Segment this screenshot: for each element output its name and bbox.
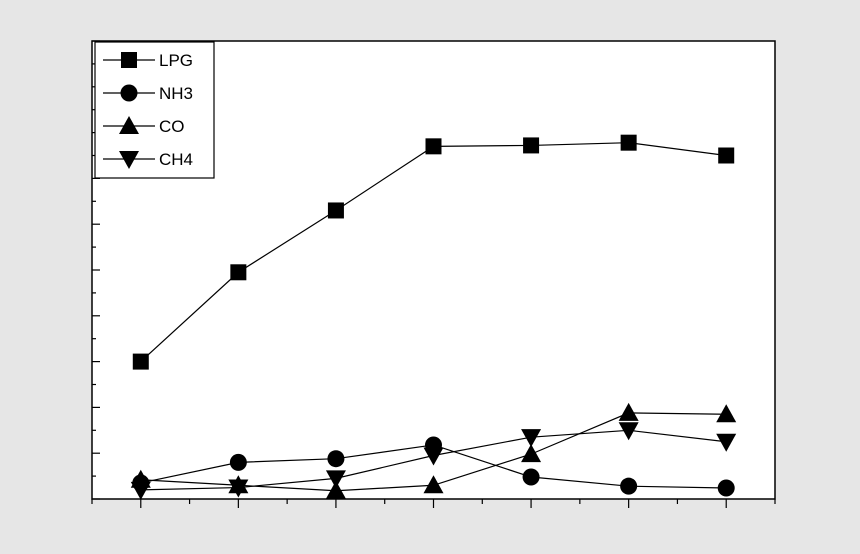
data-point: [423, 447, 444, 466]
data-point: [325, 480, 346, 499]
legend-item-nh3: NH3: [103, 84, 193, 103]
legend-label: CO: [159, 117, 185, 136]
data-point: [132, 353, 149, 370]
data-point: [228, 479, 249, 498]
legend-item-lpg: LPG: [103, 51, 193, 70]
data-point: [716, 404, 737, 423]
series-ch4: [130, 422, 737, 500]
data-point: [327, 450, 345, 468]
legend-marker: [119, 116, 139, 134]
data-point: [523, 137, 540, 154]
legend-label: NH3: [159, 84, 193, 103]
legend-item-co: CO: [103, 116, 185, 136]
data-point: [717, 479, 735, 497]
data-point: [521, 429, 542, 448]
legend-item-ch4: CH4: [103, 150, 193, 169]
data-point: [423, 475, 444, 494]
data-point: [716, 433, 737, 452]
data-point: [230, 264, 247, 281]
data-point: [718, 147, 735, 164]
legend-marker: [120, 84, 138, 102]
data-point: [620, 134, 637, 151]
legend-box: [94, 41, 215, 179]
data-point: [618, 402, 639, 421]
data-point: [327, 202, 344, 219]
data-point: [130, 481, 151, 500]
legend: LPG NH3 CO CH4: [94, 41, 215, 179]
data-point: [229, 453, 247, 471]
legend-marker: [119, 151, 139, 169]
data-point: [522, 468, 540, 486]
legend-label: LPG: [159, 51, 193, 70]
series-co: [130, 402, 737, 499]
series-lpg: [132, 134, 735, 370]
legend-label: CH4: [159, 150, 193, 169]
series-group: [130, 134, 737, 500]
data-point: [521, 444, 542, 463]
data-point: [425, 138, 442, 155]
legend-marker: [121, 52, 137, 68]
data-point: [620, 477, 638, 495]
data-point: [325, 470, 346, 489]
data-point: [618, 422, 639, 441]
